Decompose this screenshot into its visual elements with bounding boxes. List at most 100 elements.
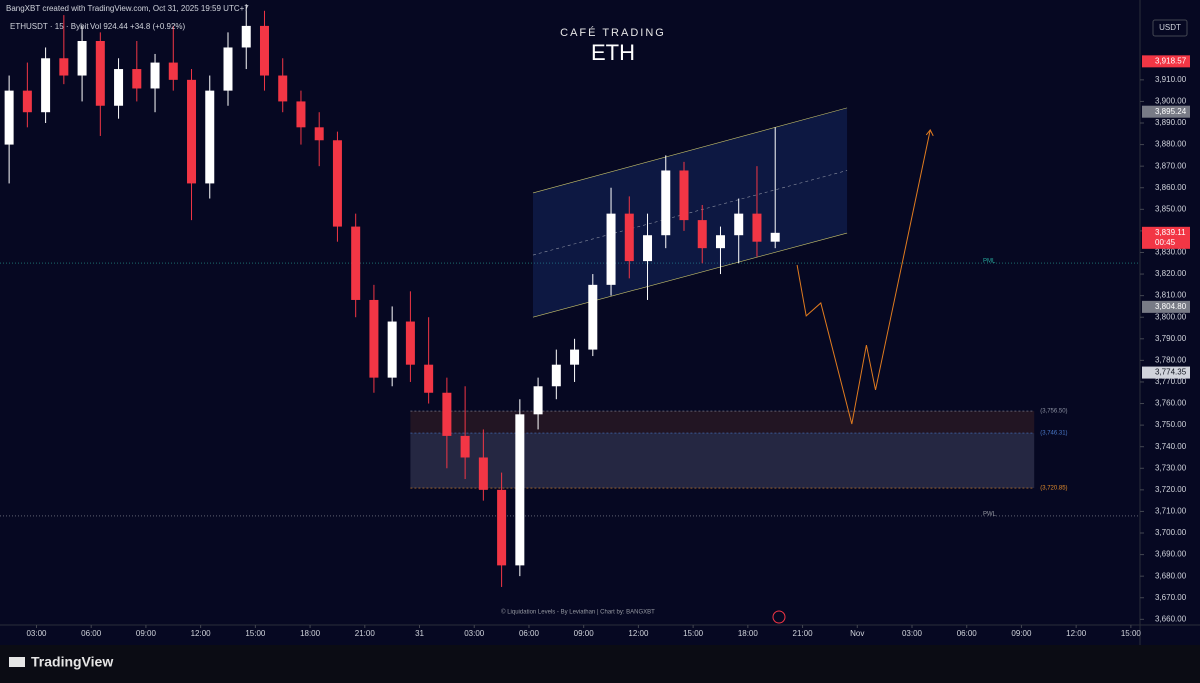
x-tick-label: 06:00 [957, 629, 978, 638]
candle-body [205, 90, 215, 184]
candle-body [424, 364, 434, 393]
candle-body [551, 364, 561, 387]
price-label-box [1142, 226, 1190, 249]
candle-body [643, 235, 653, 262]
price-label: 3,774.35 [1155, 368, 1187, 377]
candle-body [442, 392, 452, 436]
y-tick-label: 3,790.00 [1155, 334, 1187, 343]
footer-logo: TradingView [31, 654, 113, 670]
currency-box [1152, 19, 1188, 37]
x-tick-label: 12:00 [628, 629, 649, 638]
price-label-box [1142, 105, 1190, 118]
candle-body [697, 220, 707, 249]
y-tick-label: 3,710.00 [1155, 507, 1187, 516]
y-tick-label: 3,890.00 [1155, 118, 1187, 127]
y-tick-label: 3,670.00 [1155, 593, 1187, 602]
footer-bar [0, 645, 1200, 683]
price-label: 3,895.24 [1155, 107, 1187, 116]
currency: USDT [1159, 23, 1181, 32]
x-tick-label: 06:00 [81, 629, 102, 638]
y-tick-label: 3,810.00 [1155, 291, 1187, 300]
projection-path [796, 129, 931, 425]
candle-body [314, 127, 324, 141]
level-label: PWL [983, 512, 997, 518]
candle-body [41, 58, 51, 113]
y-tick-label: 3,700.00 [1155, 528, 1187, 537]
x-tick-label: 21:00 [793, 629, 814, 638]
volume: Vol 924.44 +34.8 (+0.92%) [90, 22, 186, 31]
logo-icon [9, 657, 25, 667]
y-tick-label: 3,690.00 [1155, 550, 1187, 559]
y-tick-label: 3,910.00 [1155, 75, 1187, 84]
price-label: 3,918.57 [1155, 56, 1187, 65]
y-tick-label: 3,830.00 [1155, 248, 1187, 257]
projection-arrow [925, 128, 934, 137]
price-label-box [1142, 366, 1190, 379]
y-tick-label: 3,900.00 [1155, 97, 1187, 106]
candle-body [734, 213, 744, 236]
candle-body [223, 47, 233, 91]
y-tick-label: 3,860.00 [1155, 183, 1187, 192]
candle-body [59, 58, 69, 76]
candle-body [351, 226, 361, 300]
y-tick-label: 3,740.00 [1155, 442, 1187, 451]
zone-label: (3,746.31) [1040, 431, 1067, 437]
candle-body [752, 213, 762, 242]
y-tick-label: 3,780.00 [1155, 355, 1187, 364]
annotation: © Liquidation Levels - By Leviathan | Ch… [501, 609, 655, 616]
y-tick-label: 3,720.00 [1155, 485, 1187, 494]
y-tick-label: 3,760.00 [1155, 399, 1187, 408]
candle-body [515, 414, 525, 566]
x-tick-label: 31 [415, 629, 424, 638]
candle-body [715, 235, 725, 249]
y-tick-label: 3,770.00 [1155, 377, 1187, 386]
candle-body [497, 489, 507, 566]
symbol: ETHUSDT · 15 · Bybit [10, 22, 89, 31]
x-tick-label: 12:00 [191, 629, 212, 638]
x-tick-label: 09:00 [1011, 629, 1032, 638]
candle-body [22, 90, 32, 113]
candle-body [624, 213, 634, 262]
x-tick-label: 09:00 [574, 629, 595, 638]
candle-body [168, 62, 178, 80]
level-label: PML [983, 259, 996, 265]
y-tick-label: 3,800.00 [1155, 312, 1187, 321]
x-tick-label: 18:00 [300, 629, 321, 638]
candle-body [478, 457, 488, 490]
price-label-box [1142, 300, 1190, 313]
channel-lower [532, 232, 848, 318]
y-tick-label: 3,870.00 [1155, 161, 1187, 170]
chart-subtitle: ETH [591, 40, 635, 65]
candle-body [150, 62, 160, 89]
candle-body [770, 232, 780, 242]
y-tick-label: 3,680.00 [1155, 571, 1187, 580]
y-tick-label: 3,880.00 [1155, 140, 1187, 149]
x-tick-label: 21:00 [355, 629, 376, 638]
candle-body [278, 75, 288, 102]
zone-label: (3,720.85) [1040, 486, 1067, 492]
candle-body [132, 69, 142, 89]
x-tick-label: 15:00 [245, 629, 266, 638]
chart-title: CAFÉ TRADING [560, 26, 666, 39]
price-label-box [1142, 55, 1190, 68]
x-tick-label: 18:00 [738, 629, 759, 638]
price-timer: 00:45 [1155, 238, 1176, 247]
candle-body [460, 435, 470, 458]
zone-upper [410, 411, 1035, 434]
alert-icon[interactable] [772, 610, 786, 624]
candle-body [679, 170, 689, 221]
x-tick-label: 06:00 [519, 629, 540, 638]
candle-body [606, 213, 616, 285]
candle-body [187, 79, 197, 184]
x-tick-label: 03:00 [902, 629, 923, 638]
x-tick-label: 09:00 [136, 629, 157, 638]
y-tick-label: 3,750.00 [1155, 420, 1187, 429]
zone-label: (3,756.50) [1040, 409, 1067, 415]
y-tick-label: 3,850.00 [1155, 204, 1187, 213]
x-tick-label: 15:00 [683, 629, 704, 638]
candle-body [405, 321, 415, 365]
zone-lower [410, 433, 1035, 489]
y-tick-label: 3,660.00 [1155, 614, 1187, 623]
